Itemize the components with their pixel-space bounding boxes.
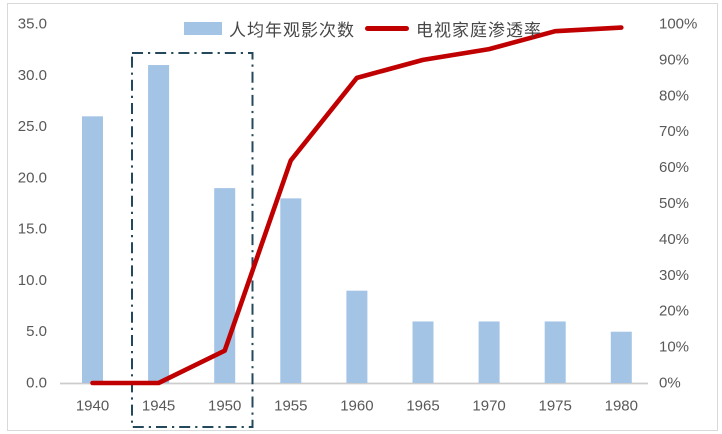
right-axis-tick-label: 10% [659, 339, 689, 356]
right-axis-tick-label: 50% [659, 195, 689, 212]
left-axis-tick-label: 35.0 [18, 16, 47, 33]
x-axis-category-label: 1970 [472, 398, 505, 415]
left-axis-tick-label: 20.0 [18, 169, 47, 186]
x-axis-category-label: 1945 [142, 398, 175, 415]
line-series-swatch-icon [365, 25, 409, 31]
left-axis-tick-label: 10.0 [18, 272, 47, 289]
right-axis-tick-label: 0% [659, 375, 681, 392]
legend-label-line-series: 电视家庭渗透率 [416, 20, 542, 40]
bar-1960 [346, 290, 368, 383]
highlight-dash-box [131, 52, 254, 428]
legend-item-line-series: 电视家庭渗透率 [365, 16, 542, 41]
legend-item-bar-series: 人均年观影次数 [184, 16, 355, 41]
x-axis-category-label: 1960 [340, 398, 373, 415]
left-axis-tick-label: 15.0 [18, 221, 47, 238]
left-axis-tick-label: 25.0 [18, 118, 47, 135]
legend-label-bar-series: 人均年观影次数 [229, 20, 355, 40]
x-axis-category-label: 1940 [76, 398, 109, 415]
bar-1965 [412, 321, 434, 383]
x-axis-category-label: 1980 [605, 398, 638, 415]
right-axis-tick-label: 30% [659, 267, 689, 284]
left-axis-tick-label: 0.0 [26, 375, 47, 392]
bar-1975 [544, 321, 566, 383]
right-axis-tick-label: 20% [659, 303, 689, 320]
chart-border [7, 3, 718, 431]
x-axis-category-label: 1975 [539, 398, 572, 415]
tv-penetration-line [90, 25, 624, 386]
left-axis-tick-label: 5.0 [26, 323, 47, 340]
x-axis-category-label: 1955 [274, 398, 307, 415]
bar-1940 [82, 116, 103, 384]
bar-series-swatch-icon [184, 21, 222, 35]
x-axis-category-label: 1965 [406, 398, 439, 415]
right-axis-tick-label: 80% [659, 87, 689, 104]
right-axis-tick-label: 90% [659, 51, 689, 68]
right-axis-tick-label: 40% [659, 231, 689, 248]
right-axis-tick-label: 60% [659, 159, 689, 176]
x-axis-category-label: 1950 [208, 398, 241, 415]
legend: 人均年观影次数 电视家庭渗透率 [184, 15, 542, 41]
right-axis-tick-label: 70% [659, 123, 689, 140]
bar-1955 [280, 198, 302, 383]
right-axis-tick-label: 100% [659, 16, 697, 33]
bar-1945 [148, 65, 170, 384]
bar-1980 [610, 331, 632, 383]
left-axis-tick-label: 30.0 [18, 67, 47, 84]
bar-1970 [478, 321, 500, 383]
